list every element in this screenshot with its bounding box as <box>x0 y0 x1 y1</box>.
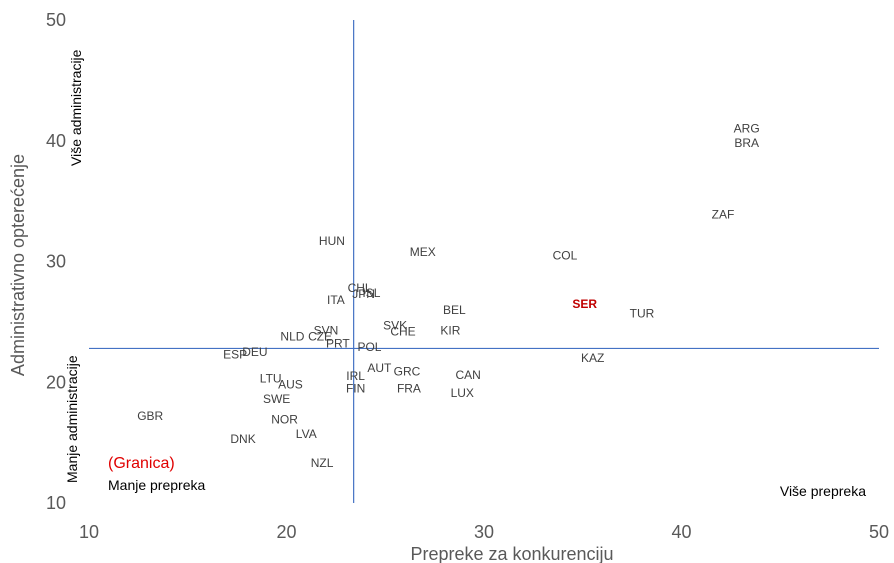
x-tick-label: 10 <box>79 522 99 542</box>
x-tick-label: 30 <box>474 522 494 542</box>
x-tick-label: 40 <box>671 522 691 542</box>
y-axis-ticks: 10 20 30 40 50 <box>46 10 66 513</box>
point-label-aus: AUS <box>278 378 303 392</box>
point-label-nzl: NZL <box>311 456 334 470</box>
point-label-dnk: DNK <box>230 432 255 446</box>
point-label-col: COL <box>553 248 578 262</box>
y-tick-label: 20 <box>46 372 66 392</box>
point-label-che: CHE <box>390 325 415 339</box>
point-label-nor: NOR <box>271 413 298 427</box>
annotation-boundary: (Granica) <box>108 455 175 472</box>
x-tick-label: 20 <box>276 522 296 542</box>
point-label-chl: CHL <box>348 281 372 295</box>
y-tick-label: 50 <box>46 10 66 30</box>
point-label-zaf: ZAF <box>712 207 735 221</box>
point-label-cze: CZE <box>308 329 332 343</box>
point-label-ltu: LTU <box>260 372 282 386</box>
y-tick-label: 40 <box>46 131 66 151</box>
point-label-svk: SVK <box>383 318 407 332</box>
point-label-can: CAN <box>456 368 481 382</box>
annotation-more-obstacles: Više prepreka <box>780 483 866 499</box>
point-label-irl: IRL <box>346 369 365 383</box>
point-label-ita: ITA <box>327 293 345 307</box>
annotation-fewer-obstacles: Manje prepreka <box>108 477 205 493</box>
point-label-jpn: JPN <box>352 287 375 301</box>
point-label-deu: DEU <box>242 345 267 359</box>
annotation-less-administration: Manje administracije <box>64 355 80 483</box>
point-label-pol: POL <box>357 340 381 354</box>
point-label-tur: TUR <box>630 306 655 320</box>
point-label-kaz: KAZ <box>581 351 604 365</box>
point-label-nld: NLD <box>280 329 304 343</box>
point-label-lux: LUX <box>451 386 474 400</box>
y-tick-label: 30 <box>46 252 66 272</box>
point-label-ser: SER <box>572 297 597 311</box>
point-label-fra: FRA <box>397 381 421 395</box>
point-label-grc: GRC <box>394 364 421 378</box>
y-tick-label: 10 <box>46 493 66 513</box>
point-label-aut: AUT <box>367 361 392 375</box>
point-label-hun: HUN <box>319 234 345 248</box>
point-label-lva: LVA <box>296 427 317 441</box>
point-label-kir: KIR <box>440 323 460 337</box>
point-label-bra: BRA <box>734 136 759 150</box>
point-label-prt: PRT <box>326 337 350 351</box>
y-axis-title: Administrativno opterećenje <box>8 154 28 376</box>
point-label-esp: ESP <box>223 347 247 361</box>
point-label-isl: ISL <box>362 286 380 300</box>
x-tick-label: 50 <box>869 522 889 542</box>
point-label-swe: SWE <box>263 392 290 406</box>
x-axis-ticks: 10 20 30 40 50 <box>79 522 889 542</box>
point-label-fin: FIN <box>346 381 365 395</box>
point-label-gbr: GBR <box>137 409 163 423</box>
x-axis-title: Prepreke za konkurenciju <box>410 544 613 563</box>
point-label-svn: SVN <box>314 323 339 337</box>
point-label-arg: ARG <box>734 122 760 136</box>
point-label-bel: BEL <box>443 303 466 317</box>
annotation-more-administration: Više administracije <box>68 49 84 166</box>
point-label-mex: MEX <box>410 245 436 259</box>
